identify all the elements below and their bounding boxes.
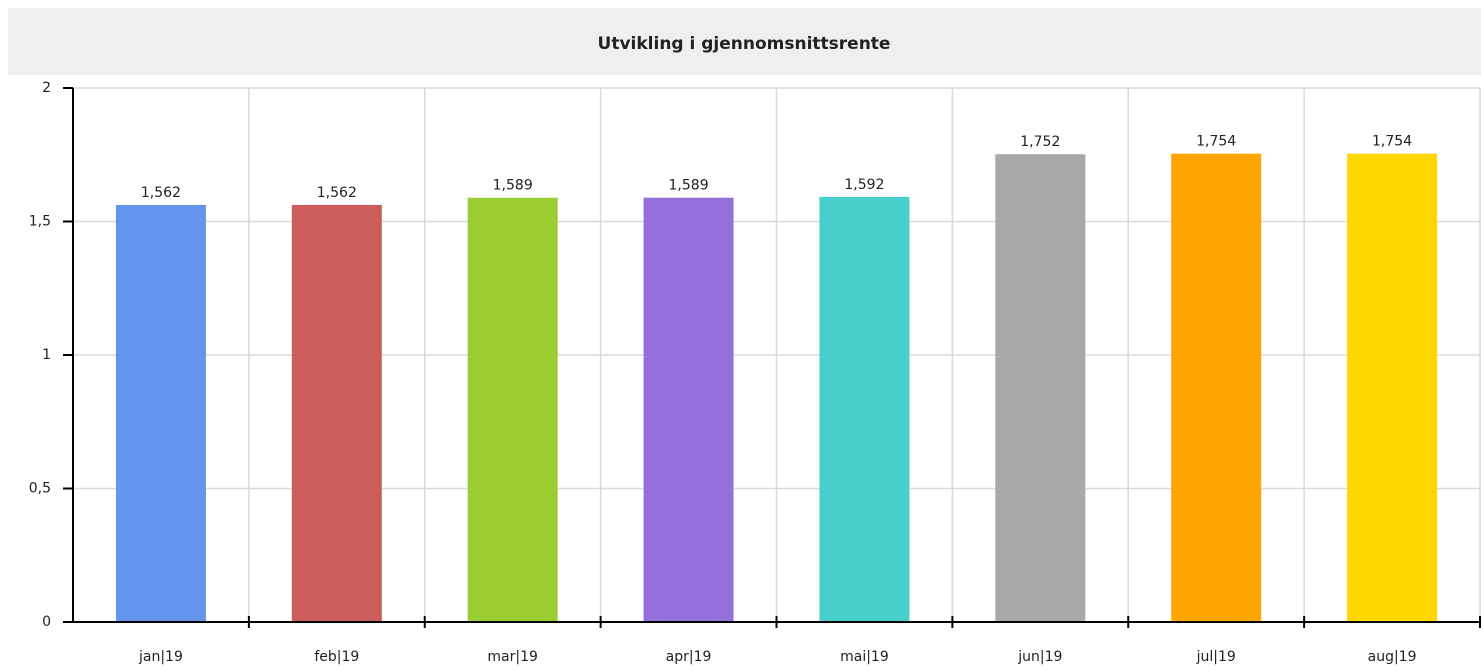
y-tick-label: 0,5 xyxy=(29,481,51,497)
y-tick-label: 1 xyxy=(42,347,51,363)
x-tick-label: jul|19 xyxy=(1196,649,1236,665)
x-tick-label: aug|19 xyxy=(1368,649,1417,665)
x-tick-label: feb|19 xyxy=(314,649,359,665)
x-tick-label: jan|19 xyxy=(138,649,183,665)
bar xyxy=(115,204,206,623)
x-tick-label: jun|19 xyxy=(1017,649,1062,665)
data-label: 1,589 xyxy=(669,178,709,194)
x-tick-label: mai|19 xyxy=(840,649,889,665)
bar xyxy=(291,204,382,623)
data-label: 1,562 xyxy=(141,185,181,201)
data-label: 1,752 xyxy=(1020,134,1060,150)
bar xyxy=(1347,153,1438,622)
data-label: 1,754 xyxy=(1196,134,1236,150)
data-label: 1,592 xyxy=(844,177,884,193)
bar xyxy=(995,154,1086,622)
data-label: 1,754 xyxy=(1372,134,1412,150)
bar xyxy=(467,197,558,622)
y-tick-label: 0 xyxy=(42,614,51,630)
chart-title: Utvikling i gjennomsnittsrente xyxy=(598,34,891,54)
data-label: 1,562 xyxy=(317,185,357,201)
bar xyxy=(819,196,910,622)
data-label: 1,589 xyxy=(493,178,533,194)
y-tick-label: 1,5 xyxy=(29,214,51,230)
y-tick-label: 2 xyxy=(42,80,51,96)
bar xyxy=(643,197,734,622)
x-tick-label: apr|19 xyxy=(666,649,712,665)
title-bar xyxy=(8,8,1481,75)
x-tick-label: mar|19 xyxy=(487,649,538,665)
bar xyxy=(1171,153,1262,622)
